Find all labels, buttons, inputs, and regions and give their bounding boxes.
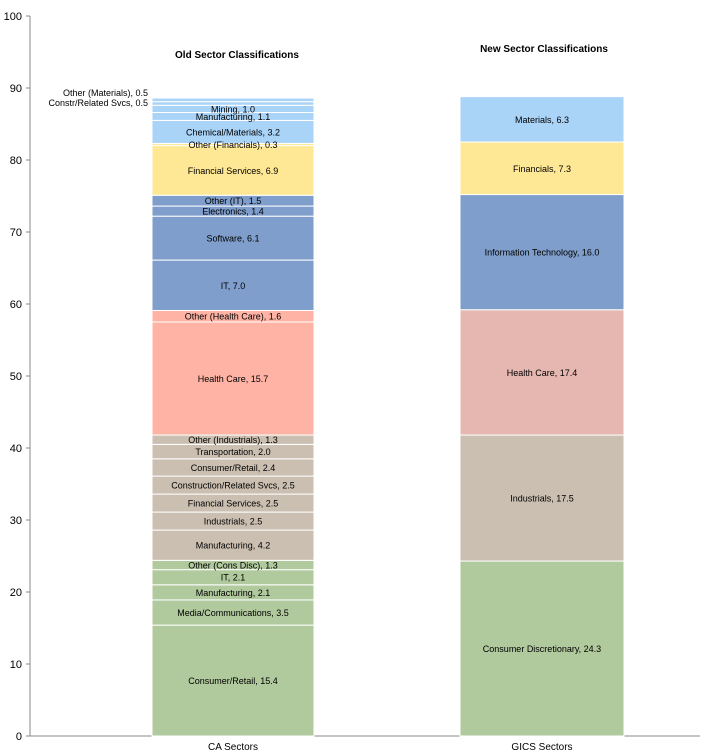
y-tick-label: 40 xyxy=(10,443,22,455)
y-tick-label: 10 xyxy=(10,659,22,671)
bar-segment-industrials xyxy=(459,434,625,562)
y-tick-label: 80 xyxy=(10,155,22,167)
bar-segment-materials xyxy=(459,96,625,143)
segment-label: Financial Services, 6.9 xyxy=(188,166,279,176)
segment-label: Constr/Related Svcs, 0.5 xyxy=(48,98,148,108)
segment-label: Materials, 6.3 xyxy=(515,115,569,125)
segment-label: Information Technology, 16.0 xyxy=(485,248,600,258)
bar-segment-health-care xyxy=(151,321,315,436)
y-tick-label: 90 xyxy=(10,83,22,95)
y-tick-label: 70 xyxy=(10,227,22,239)
segment-labels: Consumer/Retail, 15.4 Media/Communication… xyxy=(48,88,601,686)
y-axis: 0 10 20 30 40 50 60 70 80 90 100 xyxy=(4,11,700,743)
bar-segment-manufacturing xyxy=(151,529,315,561)
segment-label: Mining, 1.0 xyxy=(211,104,255,114)
segment-label: Transportation, 2.0 xyxy=(195,447,270,457)
y-tick-label: 60 xyxy=(10,299,22,311)
segment-label: Consumer Discretionary, 24.3 xyxy=(483,644,601,654)
y-tick-label: 20 xyxy=(10,587,22,599)
segment-label: Chemical/Materials, 3.2 xyxy=(186,127,280,137)
stack-titles: Old Sector Classifications CA Sectors New … xyxy=(175,44,608,753)
segment-label: Consumer/Retail, 2.4 xyxy=(191,463,276,473)
bar-segment-media-communications xyxy=(151,599,315,626)
x-category-label: CA Sectors xyxy=(208,742,258,753)
segment-label: IT, 7.0 xyxy=(221,281,246,291)
bar-stacks xyxy=(151,96,625,737)
segment-label: Consumer/Retail, 15.4 xyxy=(188,676,278,686)
stack-title: Old Sector Classifications xyxy=(175,50,299,61)
segment-label: Other (IT), 1.5 xyxy=(205,196,262,206)
bar-segment-software xyxy=(151,215,315,261)
y-tick-label: 50 xyxy=(10,371,22,383)
y-tick-label: 30 xyxy=(10,515,22,527)
bar-segment-consumer-retail xyxy=(151,624,315,737)
segment-label: Software, 6.1 xyxy=(206,234,259,244)
segment-label: Media/Communications, 3.5 xyxy=(177,608,289,618)
bar-segment-financial-services xyxy=(151,145,315,196)
segment-label: Construction/Related Svcs, 2.5 xyxy=(171,481,295,491)
segment-label: Other (Cons Disc), 1.3 xyxy=(188,561,278,571)
segment-label: Electronics, 1.4 xyxy=(202,207,264,217)
segment-label: Financial Services, 2.5 xyxy=(188,499,279,509)
segment-label: Manufacturing, 2.1 xyxy=(196,588,271,598)
segment-label: Other (Health Care), 1.6 xyxy=(185,312,282,322)
y-tick-label: 100 xyxy=(4,11,22,23)
bar-segment-information-technology xyxy=(459,194,625,311)
stack-title: New Sector Classifications xyxy=(480,44,608,55)
bar-segment-other-materials xyxy=(151,97,315,103)
segment-label: Other (Financials), 0.3 xyxy=(188,140,277,150)
segment-label: Other (Industrials), 1.3 xyxy=(188,435,278,445)
y-tick-label: 0 xyxy=(16,731,22,743)
x-category-label: GICS Sectors xyxy=(511,742,572,753)
bar-segment-it xyxy=(151,259,315,311)
bar-segment-health-care xyxy=(459,309,625,436)
segment-label: Manufacturing, 1.1 xyxy=(196,112,271,122)
segment-label: Industrials, 17.5 xyxy=(510,494,574,504)
segment-label: Health Care, 15.7 xyxy=(198,374,269,384)
segment-label: Financials, 7.3 xyxy=(513,164,571,174)
segment-label: Manufacturing, 4.2 xyxy=(196,541,271,551)
segment-label: Health Care, 17.4 xyxy=(507,368,578,378)
bar-segment-financials xyxy=(459,141,625,196)
segment-label: Industrials, 2.5 xyxy=(204,517,263,527)
segment-label: IT, 2.1 xyxy=(221,573,246,583)
segment-label: Other (Materials), 0.5 xyxy=(63,88,148,98)
